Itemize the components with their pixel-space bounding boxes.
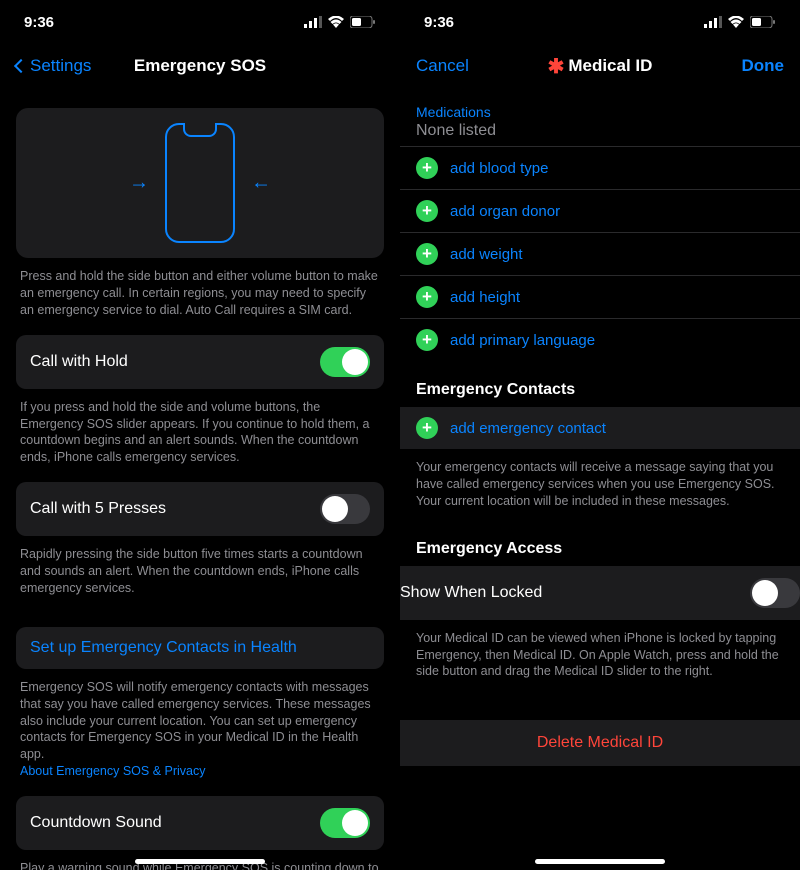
nav-bar: Cancel ✱ Medical ID Done: [400, 44, 800, 88]
arrow-right-icon: →: [129, 172, 149, 195]
row-label: Call with 5 Presses: [30, 500, 166, 518]
top-description: Press and hold the side button and eithe…: [16, 258, 384, 329]
chevron-left-icon: [14, 59, 28, 73]
plus-icon: +: [416, 200, 438, 222]
home-indicator[interactable]: [135, 859, 265, 864]
section-emergency-access: Emergency Access: [400, 520, 800, 566]
plus-icon: +: [416, 417, 438, 439]
link-about-privacy[interactable]: About Emergency SOS & Privacy: [20, 764, 206, 778]
toggle-show-when-locked[interactable]: [750, 578, 800, 608]
screen-emergency-sos: 9:36 Settings Emergency SOS → ← Press an…: [0, 0, 400, 870]
add-emergency-contact[interactable]: +add emergency contact: [400, 407, 800, 449]
screen-medical-id: 9:36 Cancel ✱ Medical ID Done Medication…: [400, 0, 800, 870]
status-time: 9:36: [24, 14, 54, 31]
plus-icon: +: [416, 286, 438, 308]
row-label: Show When Locked: [400, 584, 542, 602]
back-button[interactable]: Settings: [16, 56, 91, 76]
home-indicator[interactable]: [535, 859, 665, 864]
arrow-left-icon: ←: [251, 172, 271, 195]
link-setup-contacts[interactable]: Set up Emergency Contacts in Health: [16, 627, 384, 669]
section-emergency-contacts: Emergency Contacts: [400, 361, 800, 407]
add-weight[interactable]: +add weight: [400, 232, 800, 275]
field-label-medications: Medications: [400, 88, 800, 122]
row-countdown-sound: Countdown Sound: [16, 796, 384, 850]
status-bar: 9:36: [0, 0, 400, 44]
note-emergency-contacts: Your emergency contacts will receive a m…: [400, 449, 800, 520]
note-show-when-locked: Your Medical ID can be viewed when iPhon…: [400, 620, 800, 691]
toggle-call-5-presses[interactable]: [320, 494, 370, 524]
illustration-panel: → ←: [16, 108, 384, 258]
battery-icon: [750, 16, 776, 28]
done-button[interactable]: Done: [742, 56, 785, 76]
add-organ-donor[interactable]: +add organ donor: [400, 189, 800, 232]
wifi-icon: [328, 16, 344, 28]
signal-icon: [304, 16, 322, 28]
wifi-icon: [728, 16, 744, 28]
toggle-countdown-sound[interactable]: [320, 808, 370, 838]
status-icons: [704, 16, 776, 28]
row-call-5-presses: Call with 5 Presses: [16, 482, 384, 536]
cancel-button[interactable]: Cancel: [416, 56, 469, 76]
phone-outline-graphic: → ←: [165, 123, 235, 243]
plus-icon: +: [416, 157, 438, 179]
medical-asterisk-icon: ✱: [548, 54, 565, 79]
toggle-call-with-hold[interactable]: [320, 347, 370, 377]
row-call-with-hold: Call with Hold: [16, 335, 384, 389]
note-setup-contacts: Emergency SOS will notify emergency cont…: [16, 669, 384, 790]
signal-icon: [704, 16, 722, 28]
battery-icon: [350, 16, 376, 28]
row-label: Call with Hold: [30, 353, 128, 371]
nav-bar: Settings Emergency SOS: [0, 44, 400, 88]
delete-medical-id-button[interactable]: Delete Medical ID: [400, 720, 800, 766]
plus-icon: +: [416, 243, 438, 265]
field-value-medications[interactable]: None listed: [400, 122, 800, 146]
row-label: Countdown Sound: [30, 814, 162, 832]
note-call-with-hold: If you press and hold the side and volum…: [16, 389, 384, 477]
row-show-when-locked: Show When Locked: [400, 566, 800, 620]
status-bar: 9:36: [400, 0, 800, 44]
status-icons: [304, 16, 376, 28]
note-call-5-presses: Rapidly pressing the side button five ti…: [16, 536, 384, 607]
add-blood-type[interactable]: +add blood type: [400, 146, 800, 189]
add-primary-language[interactable]: +add primary language: [400, 318, 800, 361]
add-height[interactable]: +add height: [400, 275, 800, 318]
status-time: 9:36: [424, 14, 454, 31]
plus-icon: +: [416, 329, 438, 351]
back-label: Settings: [30, 56, 91, 76]
